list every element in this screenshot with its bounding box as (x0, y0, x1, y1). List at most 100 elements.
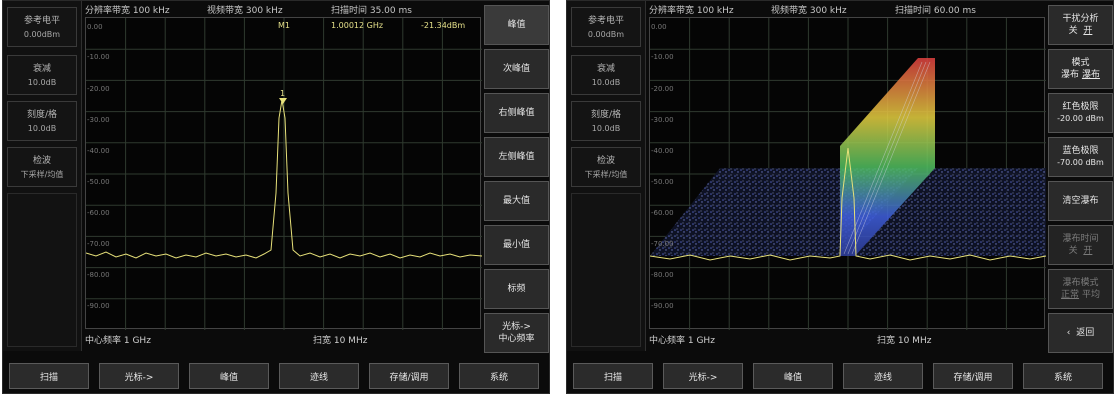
top-status-bar: 分辨率带宽 100 kHz 视频带宽 300 kHz 扫描时间 35.00 ms (85, 3, 481, 17)
waterfall-live-trace (650, 147, 1046, 261)
y-tick-label: -70.00 (87, 240, 110, 248)
left-peak-button[interactable]: 左侧峰值 (484, 137, 549, 177)
attenuation-label: 衰减 (32, 64, 51, 74)
ref-level-value: 0.00dBm (23, 30, 61, 39)
sweep-time-text: 扫描时间 60.00 ms (895, 6, 976, 16)
y-tick-label: -60.00 (87, 209, 110, 217)
scale-box[interactable]: 刻度/格 10.0dB (571, 101, 641, 141)
center-frequency-text: 中心频率 1 GHz (649, 336, 715, 346)
rbw-text: 分辨率带宽 100 kHz (85, 6, 170, 16)
spectrum-graticule[interactable] (85, 17, 482, 330)
y-tick-label: -50.00 (651, 178, 674, 186)
save-recall-softkey[interactable]: 存储/调用 (369, 363, 449, 389)
left-info-filler (7, 193, 77, 347)
y-tick-label: -30.00 (651, 116, 674, 124)
red-limit-button[interactable]: 红色极限 -20.00 dBm (1048, 93, 1113, 133)
scale-label: 刻度/格 (590, 110, 622, 120)
sweep-softkey[interactable]: 扫描 (9, 363, 89, 389)
min-button[interactable]: 最小值 (484, 225, 549, 265)
detector-value: 下采样/均值 (584, 170, 628, 179)
y-tick-label: -20.00 (651, 85, 674, 93)
y-tick-label: -20.00 (87, 85, 110, 93)
system-softkey[interactable]: 系统 (1023, 363, 1103, 389)
back-arrow-icon: ‹ (1066, 328, 1071, 338)
marker-arrow-icon (279, 98, 287, 104)
y-tick-label: -40.00 (87, 147, 110, 155)
waterfall-time-button[interactable]: 瀑布时间 关 开 (1048, 225, 1113, 265)
clear-waterfall-button[interactable]: 清空瀑布 (1048, 181, 1113, 221)
detector-box[interactable]: 检波 下采样/均值 (571, 147, 641, 187)
y-tick-label: -30.00 (87, 116, 110, 124)
option-average: 平均 (1081, 290, 1100, 300)
interference-analysis-options: 关 开 (1069, 25, 1093, 37)
interference-analysis-button[interactable]: 干扰分析 关 开 (1048, 5, 1113, 45)
detector-box[interactable]: 检波 下采样/均值 (7, 147, 77, 187)
ref-level-box[interactable]: 参考电平 0.00dBm (7, 7, 77, 47)
blue-limit-title: 蓝色极限 (1062, 146, 1099, 156)
trace-softkey[interactable]: 迹线 (279, 363, 359, 389)
softkey-bar: 扫描 光标-> 峰值 迹线 存储/调用 系统 (3, 353, 551, 393)
top-status-bar: 分辨率带宽 100 kHz 视频带宽 300 kHz 扫描时间 60.00 ms (649, 3, 1045, 17)
option-b: 瀑布 (1081, 70, 1100, 80)
waterfall-mode-title: 瀑布模式 (1062, 278, 1099, 288)
marker-name: M1 (278, 21, 290, 30)
y-tick-label: 0.00 (651, 23, 667, 31)
spectrum-trace-svg (86, 18, 482, 330)
waterfall-graticule[interactable] (649, 17, 1046, 330)
red-limit-value: -20.00 dBm (1057, 114, 1104, 123)
interference-analysis-title: 干扰分析 (1062, 14, 1099, 24)
back-button[interactable]: ‹ 返回 (1048, 313, 1113, 353)
save-recall-softkey[interactable]: 存储/调用 (933, 363, 1013, 389)
attenuation-box[interactable]: 衰减 10.0dB (7, 55, 77, 95)
waterfall-menu: 干扰分析 关 开 模式 瀑布 瀑布 红色极限 -20.00 dBm 蓝色极限 -… (1048, 1, 1115, 353)
vbw-text: 视频带宽 300 kHz (771, 6, 847, 16)
waterfall-svg (650, 18, 1046, 330)
marker-freq-button[interactable]: 标频 (484, 269, 549, 309)
left-info-column: 参考电平 0.00dBm 衰减 10.0dB 刻度/格 10.0dB 检波 下采… (567, 1, 646, 351)
attenuation-box[interactable]: 衰减 10.0dB (571, 55, 641, 95)
scale-box[interactable]: 刻度/格 10.0dB (7, 101, 77, 141)
marker-softkey[interactable]: 光标-> (99, 363, 179, 389)
ref-level-box[interactable]: 参考电平 0.00dBm (571, 7, 641, 47)
left-info-column: 参考电平 0.00dBm 衰减 10.0dB 刻度/格 10.0dB 检波 下采… (3, 1, 82, 351)
detector-label: 检波 (32, 156, 51, 166)
ref-level-label: 参考电平 (587, 16, 624, 26)
marker-softkey[interactable]: 光标-> (663, 363, 743, 389)
sweep-softkey[interactable]: 扫描 (573, 363, 653, 389)
mode-options: 瀑布 瀑布 (1061, 69, 1100, 81)
marker-to-center-button[interactable]: 光标-> 中心频率 (484, 313, 549, 353)
bottom-status-bar: 中心频率 1 GHz 扫宽 10 MHz (649, 333, 1045, 347)
y-tick-label: -70.00 (651, 240, 674, 248)
peak-button[interactable]: 峰值 (484, 5, 549, 45)
waterfall-time-options: 关 开 (1069, 245, 1093, 257)
spectrum-panel-right: 参考电平 0.00dBm 衰减 10.0dB 刻度/格 10.0dB 检波 下采… (566, 0, 1114, 394)
rbw-text: 分辨率带宽 100 kHz (649, 6, 734, 16)
marker-level: -21.34dBm (421, 21, 466, 30)
option-on: 开 (1083, 26, 1093, 36)
next-peak-button[interactable]: 次峰值 (484, 49, 549, 89)
left-info-filler (571, 193, 641, 347)
scale-label: 刻度/格 (26, 110, 58, 120)
y-tick-label: -90.00 (651, 302, 674, 310)
system-softkey[interactable]: 系统 (459, 363, 539, 389)
y-tick-label: -50.00 (87, 178, 110, 186)
waterfall-mode-button[interactable]: 瀑布模式 正常 平均 (1048, 269, 1113, 309)
max-button[interactable]: 最大值 (484, 181, 549, 221)
right-peak-button[interactable]: 右侧峰值 (484, 93, 549, 133)
red-limit-title: 红色极限 (1062, 102, 1099, 112)
blue-limit-button[interactable]: 蓝色极限 -70.00 dBm (1048, 137, 1113, 177)
scale-value: 10.0dB (27, 124, 57, 133)
y-tick-label: -80.00 (651, 271, 674, 279)
detector-value: 下采样/均值 (20, 170, 64, 179)
peak-softkey[interactable]: 峰值 (189, 363, 269, 389)
waterfall-floor-right (855, 168, 1046, 256)
option-off: 关 (1068, 26, 1078, 36)
mode-button[interactable]: 模式 瀑布 瀑布 (1048, 49, 1113, 89)
peak-softkey[interactable]: 峰值 (753, 363, 833, 389)
span-text: 扫宽 10 MHz (877, 336, 932, 346)
trace-softkey[interactable]: 迹线 (843, 363, 923, 389)
y-tick-label: -90.00 (87, 302, 110, 310)
ref-level-value: 0.00dBm (587, 30, 625, 39)
softkey-bar: 扫描 光标-> 峰值 迹线 存储/调用 系统 (567, 353, 1115, 393)
